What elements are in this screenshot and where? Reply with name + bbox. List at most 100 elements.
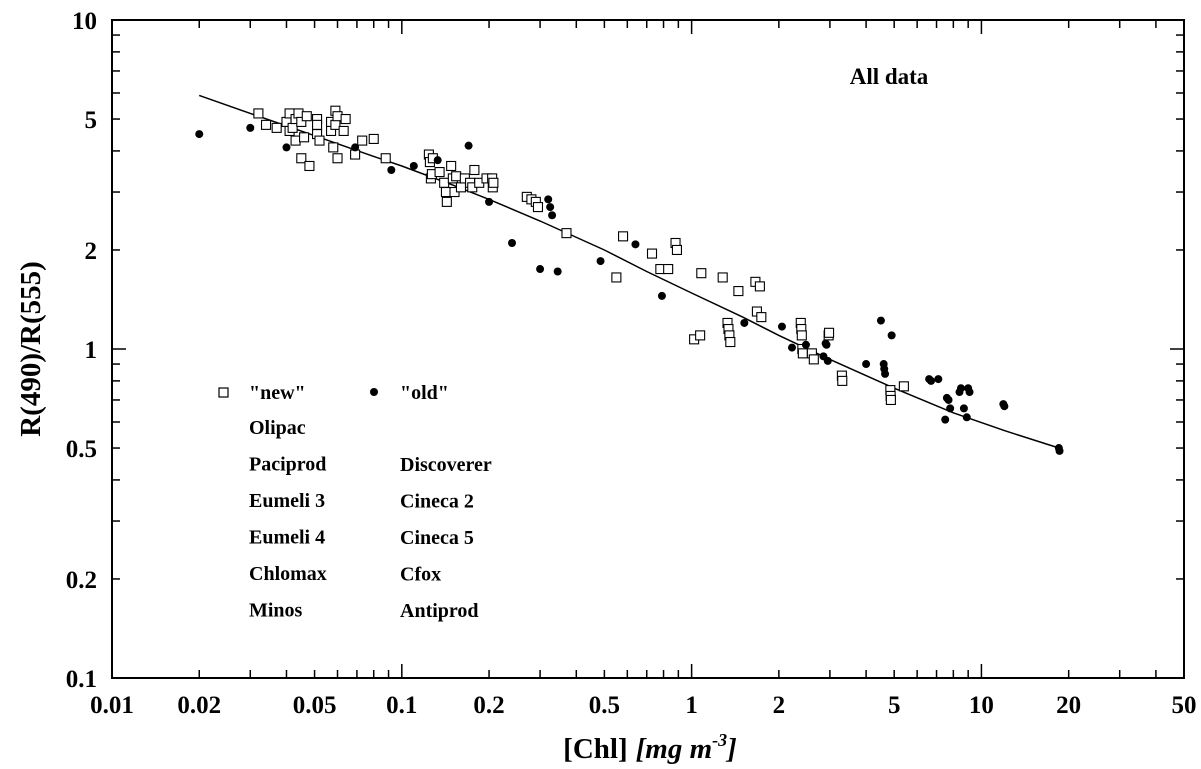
y-tick-label: 10 xyxy=(72,8,97,35)
data-point-old xyxy=(282,143,291,152)
data-point-new xyxy=(332,153,343,164)
y-tick-label: 0.2 xyxy=(66,567,97,594)
data-point-old xyxy=(941,415,950,424)
series-old-points xyxy=(195,123,1064,455)
data-point-new xyxy=(287,122,298,133)
data-point-new xyxy=(808,354,819,365)
data-point-old xyxy=(387,166,396,175)
data-point-new xyxy=(439,177,450,188)
x-axis-title: [Chl] [mg m-3] xyxy=(563,730,737,765)
data-point-old xyxy=(536,265,545,274)
data-point-new xyxy=(455,182,467,193)
data-point-old xyxy=(485,197,494,206)
y-tick-label: 5 xyxy=(85,107,98,134)
data-point-old xyxy=(876,316,885,325)
legend-cruise-new: Chlomax xyxy=(249,563,327,585)
data-point-new xyxy=(561,228,572,239)
legend-old-cruises: Discoverer Cineca 2 Cineca 5 Cfox Antiprod xyxy=(400,454,492,622)
data-point-new xyxy=(837,375,848,386)
x-axis-title-close: ] xyxy=(725,733,737,765)
legend-old-label: "old" xyxy=(400,382,449,404)
data-point-old xyxy=(546,203,555,212)
data-point-new xyxy=(646,248,658,259)
data-point-new xyxy=(695,330,706,341)
data-point-new xyxy=(380,153,391,164)
x-axis-title-units: [mg m xyxy=(636,733,713,765)
data-point-new xyxy=(885,394,896,406)
annotation-all-data: All data xyxy=(850,64,929,89)
x-tick-label: 0.05 xyxy=(293,692,337,719)
y-tick-labels: 0.1 0.2 0.5 1 2 5 10 xyxy=(66,8,97,693)
x-tick-label: 0.5 xyxy=(589,692,620,719)
data-point-old xyxy=(544,195,553,204)
data-point-old xyxy=(927,376,936,385)
data-point-new xyxy=(532,202,544,213)
data-point-new xyxy=(293,108,304,119)
data-point-new xyxy=(368,133,379,144)
x-tick-labels: 0.01 0.02 0.05 0.1 0.2 0.5 1 2 5 10 20 50 xyxy=(90,692,1196,719)
data-point-old xyxy=(553,267,562,276)
data-point-new xyxy=(756,312,767,323)
data-point-old xyxy=(956,384,965,393)
axis-ticks xyxy=(111,19,1185,679)
data-point-new xyxy=(340,113,351,125)
x-tick-label: 0.01 xyxy=(90,692,134,719)
data-point-old xyxy=(962,413,971,422)
data-point-old xyxy=(246,123,255,132)
legend-cruise-old: Cineca 5 xyxy=(400,527,474,549)
data-point-new xyxy=(797,348,808,359)
data-point-new xyxy=(338,125,349,137)
data-point-old xyxy=(965,388,974,397)
data-point-old xyxy=(1055,446,1064,455)
x-axis-title-main: [Chl] xyxy=(563,733,627,765)
data-point-new xyxy=(253,108,264,119)
x-axis-title-exponent: -3 xyxy=(712,730,727,750)
data-point-new xyxy=(618,231,629,242)
data-point-new xyxy=(260,119,272,130)
fit-curve xyxy=(198,94,1060,449)
data-point-new xyxy=(446,160,457,172)
x-tick-label: 5 xyxy=(888,692,901,719)
data-point-new xyxy=(314,135,325,146)
data-point-new xyxy=(696,268,707,279)
data-point-new xyxy=(754,281,765,292)
data-point-old xyxy=(801,340,810,349)
data-point-old xyxy=(507,238,516,247)
x-tick-label: 1 xyxy=(685,692,698,719)
y-tick-label: 0.5 xyxy=(66,436,97,463)
data-point-new xyxy=(312,119,323,130)
data-point-new xyxy=(296,153,307,164)
data-point-new xyxy=(299,132,310,143)
x-tick-label: 2 xyxy=(773,692,786,719)
data-point-new xyxy=(330,119,341,130)
x-tick-label: 0.2 xyxy=(473,692,504,719)
data-point-new xyxy=(271,122,282,133)
data-point-old xyxy=(596,257,605,266)
data-point-old xyxy=(959,404,968,413)
data-point-old xyxy=(777,322,786,331)
y-tick-label: 1 xyxy=(85,337,98,364)
data-point-new xyxy=(725,336,736,348)
legend-new-marker xyxy=(218,387,229,398)
data-point-old xyxy=(944,395,953,404)
data-point-new xyxy=(469,164,480,176)
data-point-new xyxy=(611,272,622,283)
legend: "new" "old" Olipac Paciprod Eumeli 3 Eumeli… xyxy=(218,382,492,622)
legend-old-marker xyxy=(370,388,378,396)
data-point-new xyxy=(304,160,315,172)
legend-cruise-new: Eumeli 3 xyxy=(249,490,325,512)
data-point-new xyxy=(824,327,835,338)
y-tick-label: 2 xyxy=(85,238,98,265)
legend-cruise-new: Paciprod xyxy=(249,454,326,476)
data-point-old xyxy=(862,360,871,369)
data-point-new xyxy=(434,167,445,178)
data-point-new xyxy=(357,135,368,146)
data-point-new xyxy=(296,116,307,127)
data-point-old xyxy=(934,375,943,384)
data-point-new xyxy=(440,186,451,198)
data-point-old xyxy=(740,318,749,327)
data-point-old xyxy=(464,141,473,150)
data-point-new xyxy=(451,171,462,182)
legend-cruise-old: Antiprod xyxy=(400,600,479,622)
